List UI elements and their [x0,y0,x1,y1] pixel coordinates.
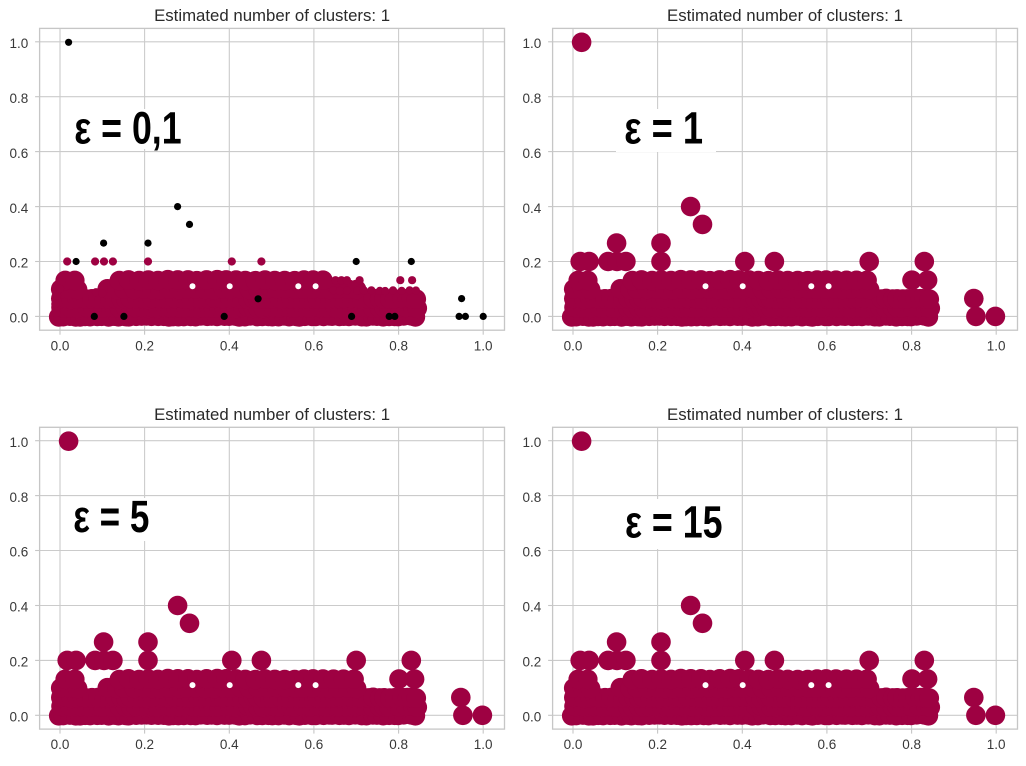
svg-text:1.0: 1.0 [523,36,542,51]
svg-text:0.6: 0.6 [305,737,324,752]
svg-text:1.0: 1.0 [474,737,493,752]
svg-text:1.0: 1.0 [474,338,493,353]
svg-text:1.0: 1.0 [987,737,1006,752]
svg-text:0.6: 0.6 [305,338,324,353]
svg-text:0.4: 0.4 [733,737,752,752]
svg-text:0.6: 0.6 [10,146,29,161]
svg-text:0.0: 0.0 [564,338,583,353]
svg-text:ε = 1: ε = 1 [624,103,703,154]
svg-text:0.0: 0.0 [51,737,70,752]
svg-text:0.8: 0.8 [10,490,29,505]
svg-text:0.2: 0.2 [648,737,667,752]
svg-text:0.8: 0.8 [902,338,921,353]
svg-text:0.0: 0.0 [523,311,542,326]
svg-text:0.2: 0.2 [135,338,154,353]
svg-text:0.2: 0.2 [10,256,29,271]
svg-text:1.0: 1.0 [987,338,1006,353]
svg-text:Estimated number of clusters:: Estimated number of clusters: 1 [154,405,390,424]
svg-text:0.4: 0.4 [523,201,542,216]
svg-text:0.8: 0.8 [523,490,542,505]
svg-text:1.0: 1.0 [10,36,29,51]
svg-text:0.8: 0.8 [10,91,29,106]
svg-text:0.0: 0.0 [10,710,29,725]
svg-text:0.4: 0.4 [220,737,239,752]
svg-text:ε = 15: ε = 15 [625,497,723,548]
svg-text:1.0: 1.0 [523,435,542,450]
svg-text:0.2: 0.2 [135,737,154,752]
svg-text:0.8: 0.8 [902,737,921,752]
svg-text:Estimated number of clusters:: Estimated number of clusters: 1 [667,405,903,424]
svg-text:0.4: 0.4 [220,338,239,353]
svg-text:0.4: 0.4 [10,600,29,615]
svg-text:1.0: 1.0 [10,435,29,450]
svg-text:0.8: 0.8 [523,91,542,106]
svg-text:0.0: 0.0 [564,737,583,752]
svg-text:0.4: 0.4 [523,600,542,615]
svg-text:Estimated number of clusters:: Estimated number of clusters: 1 [154,6,390,25]
svg-text:0.8: 0.8 [389,338,408,353]
svg-text:Estimated number of clusters:: Estimated number of clusters: 1 [667,6,903,25]
svg-text:0.2: 0.2 [648,338,667,353]
svg-text:0.2: 0.2 [10,655,29,670]
svg-text:0.6: 0.6 [523,146,542,161]
svg-text:0.2: 0.2 [523,256,542,271]
svg-text:0.8: 0.8 [389,737,408,752]
svg-text:0.0: 0.0 [523,710,542,725]
svg-text:0.4: 0.4 [733,338,752,353]
svg-text:0.0: 0.0 [10,311,29,326]
svg-text:0.6: 0.6 [10,545,29,560]
svg-text:0.2: 0.2 [523,655,542,670]
svg-text:ε = 0,1: ε = 0,1 [74,103,181,154]
svg-text:0.0: 0.0 [51,338,70,353]
svg-text:0.4: 0.4 [10,201,29,216]
svg-text:0.6: 0.6 [818,737,837,752]
svg-text:ε = 5: ε = 5 [73,491,149,542]
svg-text:0.6: 0.6 [818,338,837,353]
svg-text:0.6: 0.6 [523,545,542,560]
